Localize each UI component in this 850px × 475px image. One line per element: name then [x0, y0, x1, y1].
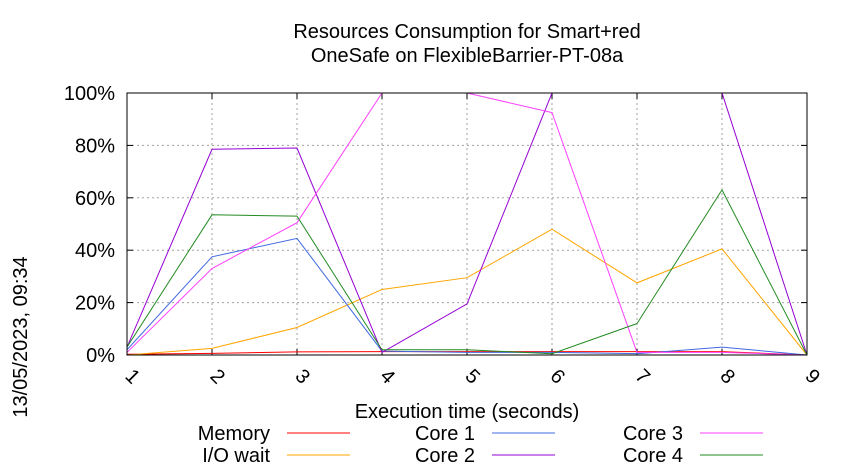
chart-title-line-1: Resources Consumption for Smart+red	[293, 21, 640, 43]
grid	[127, 93, 807, 355]
x-tick-label: 1	[121, 365, 144, 388]
legend-label-core-4: Core 4	[623, 445, 683, 467]
x-tick-label: 5	[461, 365, 484, 388]
legend-label-core-3: Core 3	[623, 423, 683, 445]
x-tick-label: 7	[631, 365, 654, 388]
y-tick-label: 0%	[86, 345, 115, 367]
x-tick-label: 9	[801, 365, 824, 388]
x-tick-label: 6	[546, 365, 569, 388]
chart-title-line-2: OneSafe on FlexibleBarrier-PT-08a	[311, 45, 624, 67]
series-line-core-1	[126, 237, 808, 356]
y-tick-label: 20%	[75, 293, 115, 315]
x-tick-label: 2	[206, 365, 229, 388]
series-line-core-4	[126, 188, 808, 356]
legend-label-i-o-wait: I/O wait	[202, 445, 270, 467]
legend-label-core-1: Core 1	[415, 423, 475, 445]
plot-frame	[126, 92, 808, 356]
y-axis-ticks: 0% 20% 40% 60% 80% 100%	[64, 83, 807, 367]
x-axis-label: Execution time (seconds)	[355, 401, 580, 423]
y-tick-label: 100%	[64, 83, 115, 105]
x-tick-label: 4	[376, 365, 399, 388]
x-tick-label: 8	[716, 365, 739, 388]
series-line-i-o-wait	[126, 228, 808, 356]
y-tick-label: 40%	[75, 240, 115, 262]
x-axis-ticks: 1 2 3 4 5 6 7 8 9	[121, 93, 824, 388]
y-tick-label: 80%	[75, 135, 115, 157]
series-line-memory	[126, 351, 808, 356]
timestamp: 13/05/2023, 09:34	[10, 256, 32, 417]
x-tick-label: 3	[291, 365, 314, 388]
legend-label-memory: Memory	[198, 423, 270, 445]
legend-label-core-2: Core 2	[415, 445, 475, 467]
y-tick-label: 60%	[75, 188, 115, 210]
